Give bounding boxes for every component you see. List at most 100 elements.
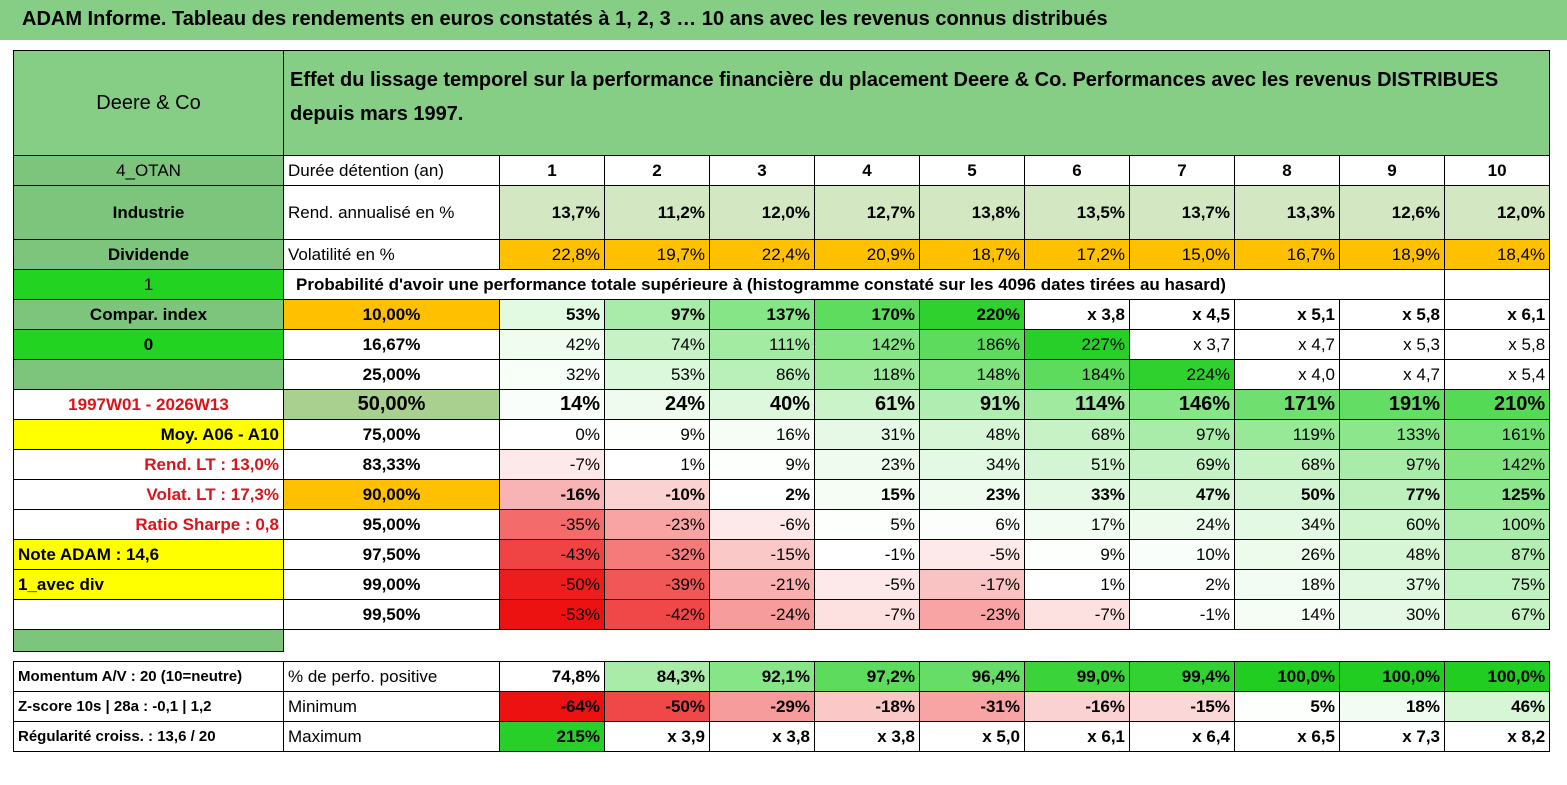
- value-cell: x 8,2: [1443, 721, 1551, 752]
- value-cell: x 3,8: [709, 721, 815, 752]
- value-cell: 111%: [709, 329, 815, 360]
- value-cell: 61%: [814, 389, 920, 420]
- value-cell: 13,7%: [1129, 185, 1235, 240]
- value-cell: -7%: [1024, 599, 1130, 630]
- value-cell: x 7,3: [1339, 721, 1445, 752]
- value-cell: -42%: [604, 599, 710, 630]
- momentum-label: Momentum A/V : 20 (10=neutre): [13, 661, 284, 692]
- value-cell: 13,5%: [1024, 185, 1130, 240]
- value-cell: 20,9%: [814, 239, 920, 270]
- rend-row: Industrie Rend. annualisé en % 13,7% 11,2% 1…: [13, 185, 1551, 240]
- gap-row: [13, 629, 1550, 652]
- value-cell: 3: [709, 155, 815, 186]
- value-cell: x 6,5: [1234, 721, 1340, 752]
- value-cell: -10%: [604, 479, 710, 510]
- value-cell: 30%: [1339, 599, 1445, 630]
- value-cell: 142%: [814, 329, 920, 360]
- value-cell: 1: [499, 155, 605, 186]
- value-cell: x 3,7: [1129, 329, 1235, 360]
- value-cell: 100,0%: [1443, 661, 1551, 692]
- value-cell: 161%: [1443, 419, 1551, 450]
- value-cell: 14%: [499, 389, 605, 420]
- value-cell: 16%: [709, 419, 815, 450]
- probability-level: 97,50%: [283, 539, 500, 570]
- value-cell: 74%: [604, 329, 710, 360]
- header-row: Deere & Co Effet du lissage temporel sur…: [13, 50, 1551, 156]
- value-cell: 9%: [709, 449, 815, 480]
- value-cell: -1%: [814, 539, 920, 570]
- value-cell: 40%: [709, 389, 815, 420]
- gap-left: [13, 629, 284, 652]
- value-cell: 46%: [1443, 691, 1551, 722]
- value-cell: 24%: [1129, 509, 1235, 540]
- value-cell: 1%: [604, 449, 710, 480]
- value-cell: 119%: [1234, 419, 1340, 450]
- value-cell: 97%: [1129, 419, 1235, 450]
- value-cell: 9%: [604, 419, 710, 450]
- value-cell: 6%: [919, 509, 1025, 540]
- value-cell: 75%: [1443, 569, 1551, 600]
- value-cell: 15%: [814, 479, 920, 510]
- report-grid: Deere & Co Effet du lissage temporel sur…: [13, 50, 1556, 777]
- prob-row: Note ADAM : 14,6 97,50% -43% -32% -15% -1% -5%…: [13, 539, 1551, 570]
- value-cell: 99,4%: [1129, 661, 1235, 692]
- value-cell: 12,0%: [709, 185, 815, 240]
- value-cell: 2: [604, 155, 710, 186]
- value-cell: 133%: [1339, 419, 1445, 450]
- value-cell: -43%: [499, 539, 605, 570]
- value-cell: 34%: [1234, 509, 1340, 540]
- value-cell: 22,4%: [709, 239, 815, 270]
- value-cell: 10%: [1129, 539, 1235, 570]
- value-cell: x 5,4: [1443, 359, 1551, 390]
- value-cell: 125%: [1443, 479, 1551, 510]
- value-cell: 16,7%: [1234, 239, 1340, 270]
- description: Effet du lissage temporel sur la perform…: [282, 50, 1551, 156]
- value-cell: 12,6%: [1339, 185, 1445, 240]
- value-cell: 97%: [1339, 449, 1445, 480]
- prob-title: Probabilité d'avoir une performance tota…: [283, 269, 1445, 300]
- value-cell: 13,8%: [919, 185, 1025, 240]
- prob-row: 99,50% -53% -42% -24% -7% -23% -7% -1% 14% 30% 67%: [13, 599, 1551, 630]
- performance-table: Deere & Co Effet du lissage temporel sur…: [13, 50, 1551, 752]
- value-cell: -15%: [709, 539, 815, 570]
- value-cell: 8: [1234, 155, 1340, 186]
- value-cell: 22,8%: [499, 239, 605, 270]
- value-cell: 99,0%: [1024, 661, 1130, 692]
- note-label: Note ADAM : 14,6: [13, 539, 284, 570]
- prob-row: 1997W01 - 2026W13 50,00% 14% 24% 40% 61% 91% 11…: [13, 389, 1551, 420]
- value-cell: -24%: [709, 599, 815, 630]
- positive-row: Momentum A/V : 20 (10=neutre)% de perfo.…: [13, 661, 1551, 692]
- left-empty: [13, 599, 284, 630]
- value-cell: 100,0%: [1339, 661, 1445, 692]
- value-cell: 53%: [604, 359, 710, 390]
- value-cell: 184%: [1024, 359, 1130, 390]
- avec-div-label: 1_avec div: [13, 569, 284, 600]
- rend-lt-label: Rend. LT : 13,0%: [13, 449, 284, 480]
- sector-label: Industrie: [13, 185, 284, 240]
- blank-row: [13, 651, 1550, 662]
- value-cell: 220%: [919, 299, 1025, 330]
- value-cell: 5: [919, 155, 1025, 186]
- value-cell: -5%: [814, 569, 920, 600]
- value-cell: 10: [1443, 155, 1551, 186]
- value-cell: 171%: [1234, 389, 1340, 420]
- value-cell: x 4,7: [1234, 329, 1340, 360]
- value-cell: 69%: [1129, 449, 1235, 480]
- value-cell: 26%: [1234, 539, 1340, 570]
- value-cell: 60%: [1339, 509, 1445, 540]
- value-cell: 77%: [1339, 479, 1445, 510]
- value-cell: -7%: [814, 599, 920, 630]
- value-cell: x 3,8: [814, 721, 920, 752]
- value-cell: 18,9%: [1339, 239, 1445, 270]
- value-cell: -16%: [1024, 691, 1130, 722]
- value-cell: 32%: [499, 359, 605, 390]
- duration-row: 4_OTAN Durée détention (an) 1 2 3 4 5 6 7 8 9 10: [13, 155, 1551, 186]
- value-cell: x 3,9: [604, 721, 710, 752]
- type-label: Dividende: [13, 239, 284, 270]
- value-cell: x 4,5: [1129, 299, 1235, 330]
- value-cell: 18%: [1234, 569, 1340, 600]
- value-cell: 1%: [1024, 569, 1130, 600]
- value-cell: 48%: [919, 419, 1025, 450]
- value-cell: 210%: [1443, 389, 1551, 420]
- positive-label: % de perfo. positive: [283, 661, 500, 692]
